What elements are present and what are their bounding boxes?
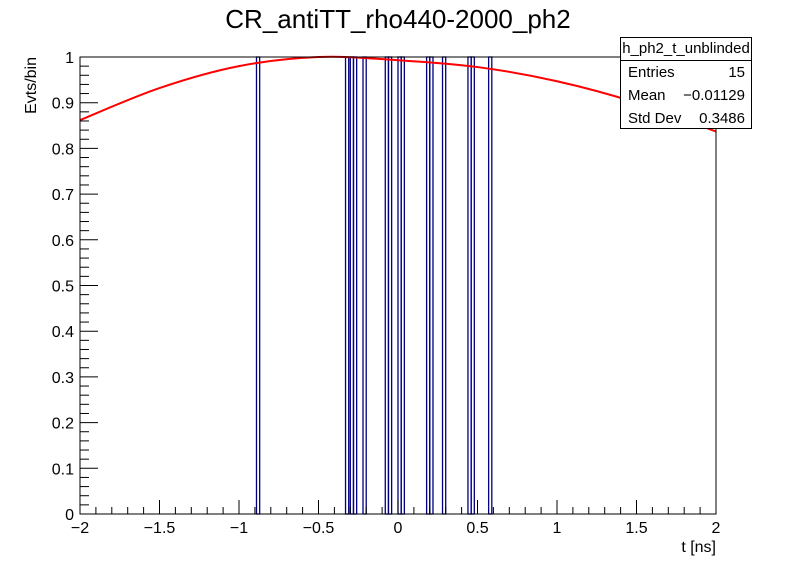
x-axis-label: t [ns] xyxy=(681,539,716,556)
histogram-bar xyxy=(255,56,261,515)
histogram-bar xyxy=(470,56,475,515)
histogram-bar xyxy=(352,56,358,515)
chart-title: CR_antiTT_rho440-2000_ph2 xyxy=(225,4,571,34)
y-tick-label: 1 xyxy=(65,50,74,67)
x-tick-label: 1.5 xyxy=(625,520,647,537)
stats-value: −0.01129 xyxy=(683,87,745,104)
stats-value: 0.3486 xyxy=(699,110,745,127)
x-tick-label: −1.5 xyxy=(144,520,176,537)
y-tick-label: 0.4 xyxy=(52,324,74,341)
x-tick-label: 1 xyxy=(553,520,562,537)
histogram-bar xyxy=(362,56,367,515)
y-tick-label: 0.8 xyxy=(52,141,74,158)
fit-curve-layer xyxy=(79,55,717,133)
stats-value: 15 xyxy=(728,64,745,81)
stats-row-stddev: Std Dev 0.3486 xyxy=(621,107,751,130)
histogram-bar xyxy=(487,56,493,515)
y-tick-label: 0.6 xyxy=(52,233,74,250)
histogram-bar xyxy=(429,56,434,515)
y-tick-label: 0.5 xyxy=(52,279,74,296)
y-tick-label: 0 xyxy=(65,507,74,524)
x-tick-label: −1 xyxy=(230,520,248,537)
y-tick-label: 0.3 xyxy=(52,370,74,387)
stats-box-title: h_ph2_t_unblinded xyxy=(621,38,751,61)
stats-label: Std Dev xyxy=(628,110,682,127)
x-axis-ticks: −2 −1.5 −1 −0.5 0 0.5 1 1.5 2 xyxy=(71,500,721,537)
x-tick-label: 0 xyxy=(394,520,403,537)
y-tick-label: 0.9 xyxy=(52,96,74,113)
stats-box: h_ph2_t_unblinded Entries 15 Mean −0.011… xyxy=(620,37,752,129)
histogram-bar xyxy=(344,56,350,515)
x-tick-label: 2 xyxy=(712,520,721,537)
stats-row-entries: Entries 15 xyxy=(621,61,751,84)
fit-curve xyxy=(79,55,717,133)
x-tick-label: −2 xyxy=(71,520,89,537)
y-axis-label: Evts/bin xyxy=(23,57,40,114)
y-tick-label: 0.2 xyxy=(52,416,74,433)
y-tick-label: 0.1 xyxy=(52,461,74,478)
stats-label: Entries xyxy=(628,64,675,81)
histogram-bar xyxy=(441,56,447,515)
x-tick-label: −0.5 xyxy=(303,520,335,537)
stats-label: Mean xyxy=(628,87,666,104)
y-tick-label: 0.7 xyxy=(52,187,74,204)
histogram-bar xyxy=(400,56,406,515)
y-axis-ticks: 0 0.1 0.2 0.3 0.4 0.5 0.6 0.7 0.8 0.9 1 xyxy=(52,50,98,524)
stats-row-mean: Mean −0.01129 xyxy=(621,84,751,107)
histogram-bars xyxy=(255,56,493,515)
histogram-bar xyxy=(387,56,393,515)
x-tick-label: 0.5 xyxy=(466,520,488,537)
